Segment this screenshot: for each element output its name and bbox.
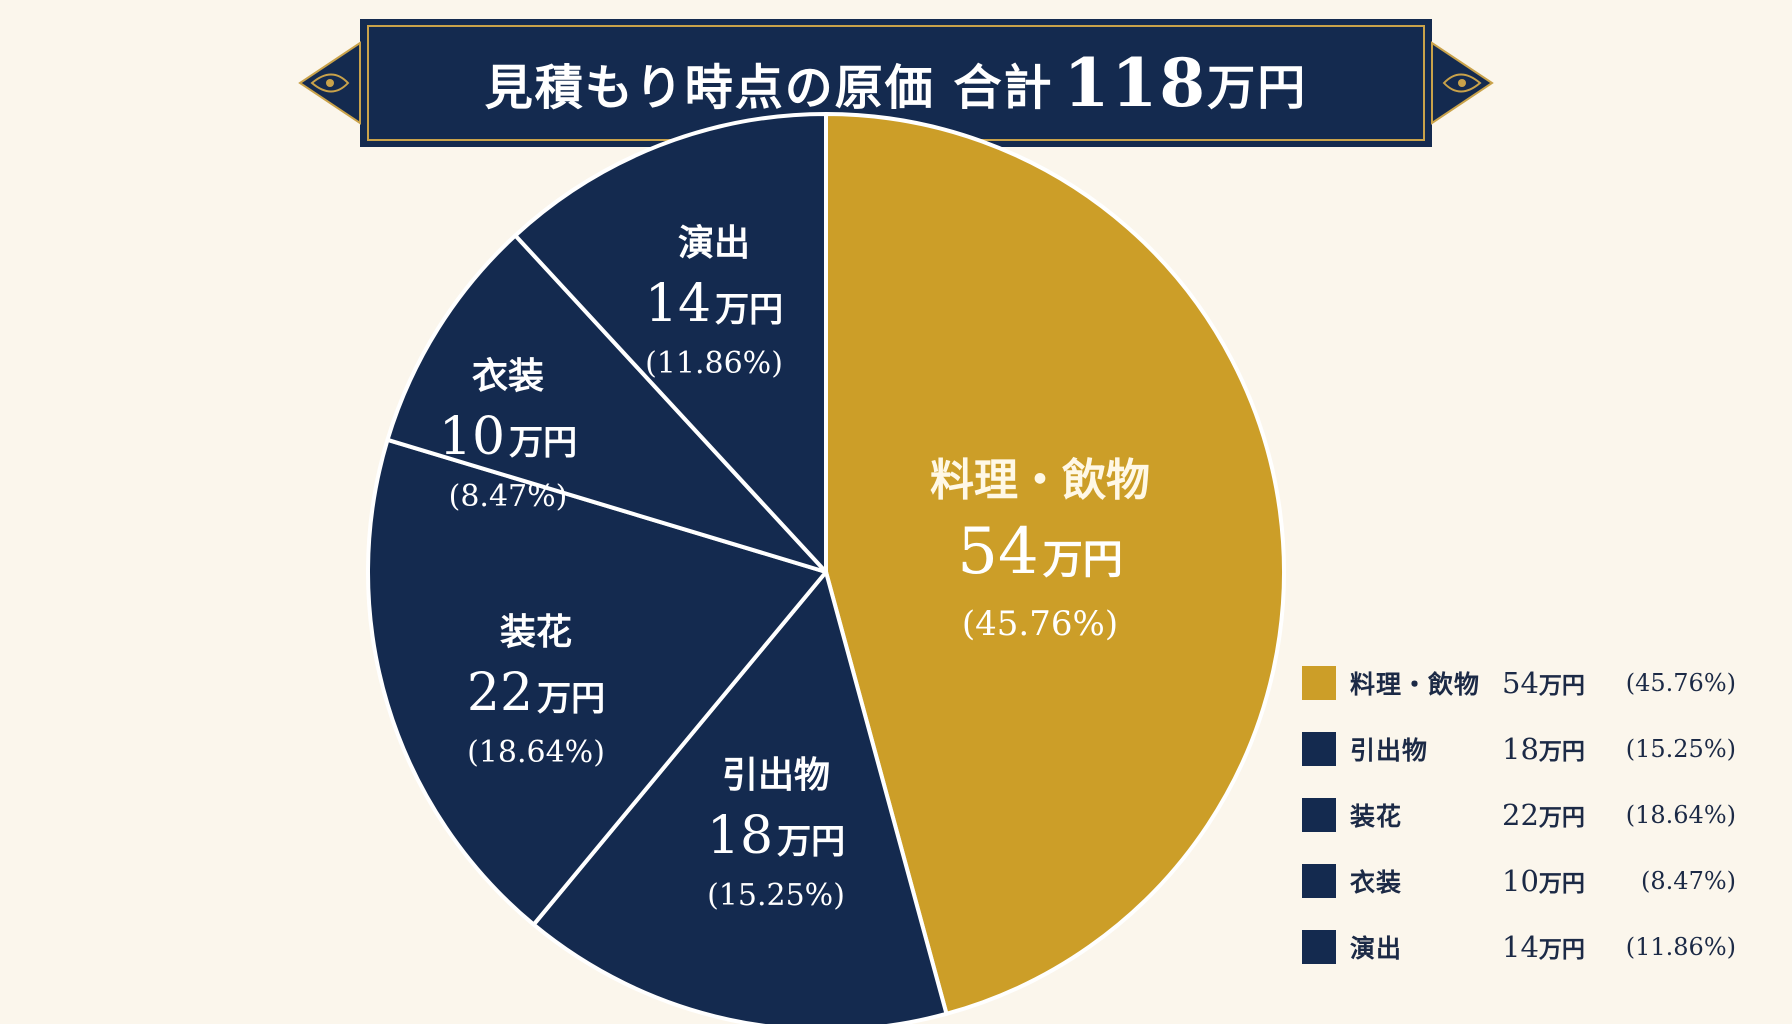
legend-swatch (1302, 930, 1336, 964)
pie-label-2: 引出物 18 万円 (15.25%) (707, 754, 845, 913)
legend-item-3: 装花 22万円 (18.64%) (1302, 782, 1772, 848)
slice-value-label: 18 万円 (707, 806, 845, 866)
slice-name-label: 衣装 (472, 355, 544, 397)
legend-swatch (1302, 666, 1336, 700)
legend-value: 14万円 (1502, 930, 1585, 964)
legend-value: 10万円 (1502, 864, 1585, 898)
legend-swatch (1302, 864, 1336, 898)
legend-value: 22万円 (1502, 798, 1585, 832)
slice-name-label: 引出物 (722, 754, 830, 796)
slice-percent-label: (8.47%) (449, 479, 568, 514)
title-total: 118 (1063, 44, 1208, 122)
slice-value-label: 14 万円 (645, 274, 783, 334)
legend-percent: (11.86%) (1625, 933, 1736, 961)
slice-percent-label: (18.64%) (467, 735, 605, 770)
legend-item-1: 料理・飲物 54万円 (45.76%) (1302, 650, 1772, 716)
legend-label: 演出 (1350, 934, 1403, 963)
legend-percent: (18.64%) (1625, 801, 1736, 829)
legend-label: 引出物 (1350, 736, 1429, 765)
legend-value: 18万円 (1502, 732, 1585, 766)
legend-label: 料理・飲物 (1350, 670, 1481, 699)
pie-label-4: 衣装 10 万円 (8.47%) (439, 355, 577, 514)
slice-percent-label: (11.86%) (645, 346, 783, 381)
slice-name-label: 装花 (500, 611, 572, 653)
pie-label-3: 装花 22 万円 (18.64%) (467, 611, 605, 770)
pie-slice-5 (513, 112, 828, 574)
chart-title: 見積もり時点の原価 合計 118 万円 (298, 16, 1494, 150)
pie-slice-2 (531, 570, 949, 1024)
legend-label: 装花 (1350, 802, 1403, 831)
legend-item-4: 衣装 10万円 (8.47%) (1302, 848, 1772, 914)
legend-item-5: 演出 14万円 (11.86%) (1302, 914, 1772, 980)
pie-label-5: 演出 14 万円 (11.86%) (645, 222, 783, 381)
slice-value-label: 10 万円 (439, 407, 577, 467)
legend-swatch (1302, 732, 1336, 766)
slice-percent-label: (45.76%) (962, 604, 1118, 644)
legend-item-2: 引出物 18万円 (15.25%) (1302, 716, 1772, 782)
slice-percent-label: (15.25%) (707, 878, 845, 913)
slice-value-label: 22 万円 (467, 663, 605, 723)
slice-name-label: 料理・飲物 (930, 455, 1150, 506)
legend-value: 54万円 (1502, 666, 1585, 700)
pie-slice-3 (366, 437, 828, 927)
title-unit: 万円 (1207, 60, 1308, 116)
legend-swatch (1302, 798, 1336, 832)
pie-slice-4 (385, 233, 828, 574)
title-prefix: 見積もり時点の原価 合計 (484, 60, 1054, 116)
legend-percent: (45.76%) (1625, 669, 1736, 697)
slice-name-label: 演出 (678, 222, 750, 264)
legend-percent: (8.47%) (1641, 867, 1736, 895)
legend-percent: (15.25%) (1625, 735, 1736, 763)
legend-label: 衣装 (1350, 868, 1403, 897)
pie-label-1: 料理・飲物 54 万円 (45.76%) (930, 455, 1150, 644)
legend: 料理・飲物 54万円 (45.76%) 引出物 18万円 (15.25%) 装花 22万円 (1… (1302, 650, 1772, 980)
slice-value-label: 54 万円 (957, 515, 1122, 589)
pie-slice-1 (824, 112, 1286, 1016)
